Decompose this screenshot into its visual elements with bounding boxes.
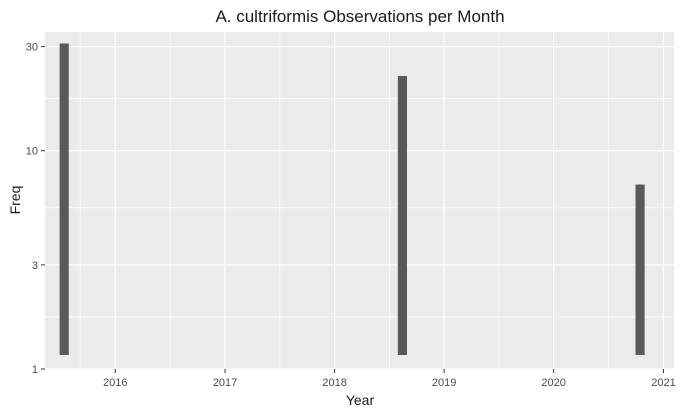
y-tick-label: 1 bbox=[32, 364, 38, 376]
axis-ticks bbox=[41, 46, 664, 373]
x-tick-label: 2018 bbox=[322, 377, 346, 389]
x-axis-title: Year bbox=[346, 392, 375, 408]
minor-gridlines bbox=[45, 32, 674, 369]
y-axis-title: Freq bbox=[7, 186, 23, 215]
major-gridlines bbox=[45, 32, 674, 370]
y-tick-label: 10 bbox=[26, 146, 38, 158]
chart-title: A. cultriformis Observations per Month bbox=[215, 7, 504, 26]
y-tick-label: 3 bbox=[32, 260, 38, 272]
x-tick-label: 2016 bbox=[103, 377, 127, 389]
x-tick-label: 2020 bbox=[541, 377, 565, 389]
bar bbox=[635, 184, 645, 355]
bars bbox=[59, 43, 645, 355]
bar bbox=[397, 76, 407, 355]
plot-panel bbox=[45, 32, 674, 369]
bar bbox=[59, 43, 69, 355]
x-tick-labels: 2016 2017 2018 2019 2020 2021 bbox=[103, 377, 676, 389]
x-tick-label: 2021 bbox=[651, 377, 675, 389]
x-tick-label: 2019 bbox=[432, 377, 456, 389]
y-tick-labels: 1 3 10 30 bbox=[26, 42, 38, 376]
y-tick-label: 30 bbox=[26, 42, 38, 54]
x-tick-label: 2017 bbox=[213, 377, 237, 389]
